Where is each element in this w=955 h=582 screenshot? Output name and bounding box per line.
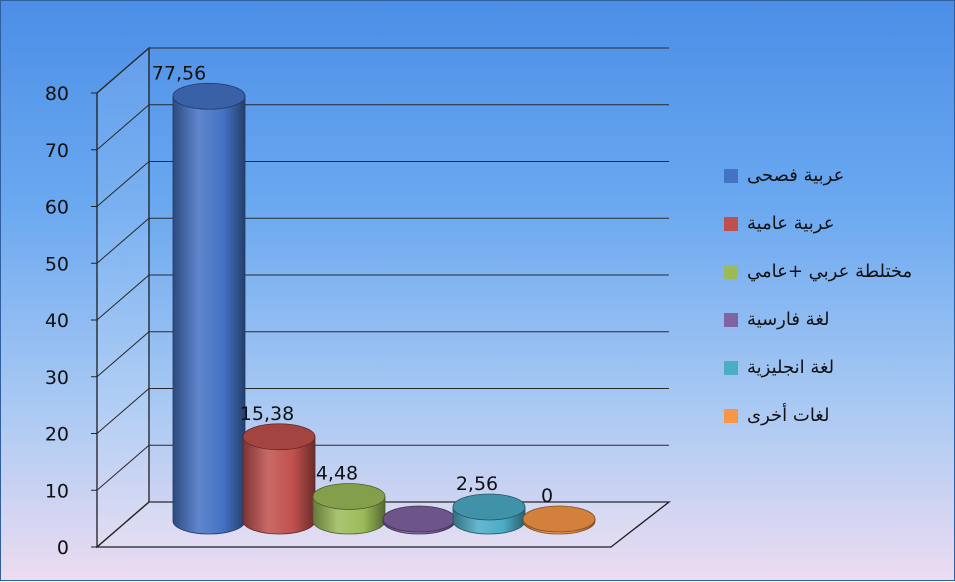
bar-body	[242, 436, 316, 535]
gridline	[96, 217, 669, 264]
gridline	[96, 104, 669, 151]
y-tick-label: 0	[57, 537, 69, 559]
bar-body	[172, 95, 246, 535]
legend-swatch	[724, 217, 738, 231]
bar-top	[382, 505, 456, 533]
data-label: 2,56	[456, 473, 498, 495]
gridline	[96, 331, 669, 378]
y-tick-label: 80	[45, 83, 69, 105]
bar-top	[452, 493, 526, 521]
legend-label: عربية فصحى	[747, 165, 844, 186]
data-label: 0	[541, 485, 553, 507]
data-label: 4,48	[316, 462, 358, 484]
bar-top	[522, 505, 596, 533]
gridline	[96, 161, 669, 207]
bar	[382, 505, 456, 535]
data-label: 77,56	[152, 62, 206, 84]
legend-item: لغة انجليزية	[724, 357, 834, 378]
gridlines	[96, 47, 669, 548]
y-tick-label: 60	[45, 197, 69, 219]
y-axis-ticks: 0 10 20 30 40 50 60 70 80	[45, 83, 97, 559]
legend-label: لغة انجليزية	[747, 357, 834, 378]
legend-item: مختلطة عربي +عامي	[724, 261, 912, 282]
legend-swatch	[724, 169, 738, 183]
bar-top	[312, 483, 386, 510]
legend-swatch	[724, 409, 738, 423]
gridline	[96, 47, 669, 94]
y-tick-label: 70	[45, 140, 69, 162]
gridline	[96, 444, 669, 491]
legend-item: عربية عامية	[724, 213, 834, 234]
legend-item: لغات أخرى	[724, 403, 829, 426]
legend-item: لغة فارسية	[724, 309, 830, 330]
bar	[172, 82, 246, 535]
bars	[172, 82, 596, 535]
y-tick-label: 40	[45, 310, 69, 332]
bar-top	[172, 82, 246, 110]
legend-swatch	[724, 313, 738, 327]
gridline	[96, 274, 669, 321]
legend-swatch	[724, 361, 738, 375]
y-tick-label: 30	[45, 367, 69, 389]
legend-label: لغات أخرى	[747, 403, 829, 426]
data-label: 15,38	[240, 403, 294, 425]
bar-top	[242, 423, 316, 451]
legend-swatch	[724, 265, 738, 279]
bar	[452, 493, 526, 535]
y-tick-label: 50	[45, 253, 69, 275]
y-tick-label: 10	[45, 480, 69, 502]
bar	[312, 483, 386, 535]
bar	[522, 505, 596, 535]
gridline	[96, 388, 669, 434]
data-labels: 77,56 15,38 4,48 2,56 0	[152, 62, 553, 507]
bar	[242, 423, 316, 535]
y-tick-label: 20	[45, 424, 69, 446]
legend-item: عربية فصحى	[724, 165, 844, 186]
legend-label: مختلطة عربي +عامي	[747, 261, 912, 282]
legend: عربية فصحى عربية عامية مختلطة عربي +عامي لغ…	[724, 165, 912, 426]
legend-label: عربية عامية	[747, 213, 834, 234]
legend-label: لغة فارسية	[747, 309, 830, 330]
